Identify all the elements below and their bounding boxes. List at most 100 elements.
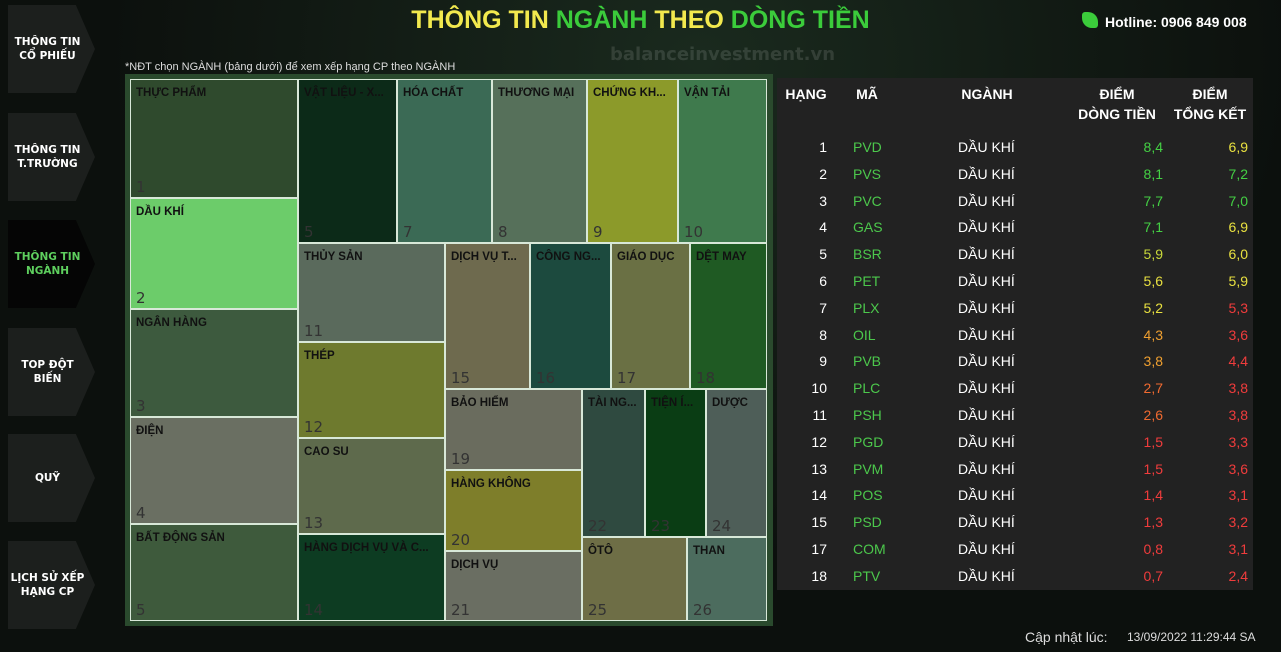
table-row[interactable]: 14 POS DẦU KHÍ 1,4 3,1 (777, 483, 1253, 510)
flow-score: 1,5 (1143, 460, 1163, 477)
treemap-tile[interactable]: BẢO HIỂM 19 (445, 389, 582, 470)
flow-score: 3,8 (1143, 353, 1163, 370)
table-row[interactable]: 13 PVM DẦU KHÍ 1,5 3,6 (777, 457, 1253, 484)
table-row[interactable]: 10 PLC DẦU KHÍ 2,7 3,8 (777, 376, 1253, 403)
tile-label: DỆT MAY (696, 251, 747, 263)
table-row[interactable]: 3 PVC DẦU KHÍ 7,7 7,0 (777, 189, 1253, 216)
treemap-tile[interactable]: NGÂN HÀNG 3 (130, 309, 298, 417)
column-header: ĐIỂM TỔNG KẾT (1167, 84, 1253, 124)
sector: DẦU KHÍ (958, 246, 1015, 263)
note: *NĐT chọn NGÀNH (bảng dưới) để xem xếp h… (125, 61, 456, 73)
treemap-tile[interactable]: TÀI NG... 22 (582, 389, 645, 537)
nav-button[interactable]: LỊCH SỬ XẾP HẠNG CP (8, 541, 95, 629)
title-part: NGÀNH (555, 6, 648, 34)
treemap-tile[interactable]: HÓA CHẤT 7 (397, 79, 492, 243)
table-row[interactable]: 15 PSD DẦU KHÍ 1,3 3,2 (777, 510, 1253, 537)
table-row[interactable]: 2 PVS DẦU KHÍ 8,1 7,2 (777, 162, 1253, 189)
tile-label: VẬT LIỆU - X... (304, 87, 384, 99)
flow-score: 1,3 (1143, 514, 1163, 531)
treemap-tile[interactable]: THAN 26 (687, 537, 767, 621)
table-row[interactable]: 6 PET DẦU KHÍ 5,6 5,9 (777, 269, 1253, 296)
ticker: GAS (853, 219, 883, 236)
nav-label: QUỸ (34, 472, 61, 484)
table-row[interactable]: 18 PTV DẦU KHÍ 0,7 2,4 (777, 564, 1253, 591)
ticker: PVD (853, 139, 882, 155)
rank: 3 (819, 192, 827, 209)
treemap-tile[interactable]: DẦU KHÍ 2 (130, 198, 298, 309)
nav-button[interactable]: QUỸ (8, 434, 95, 522)
sector: DẦU KHÍ (958, 219, 1015, 236)
flow-score: 5,2 (1143, 299, 1163, 316)
nav-button[interactable]: THÔNG TIN T.TRƯỜNG (8, 113, 95, 201)
treemap-tile[interactable]: GIÁO DỤC 17 (611, 243, 690, 389)
nav-label: BIẾN (33, 373, 62, 385)
treemap-tile[interactable]: TIỆN Í... 23 (645, 389, 706, 537)
total-score: 7,0 (1228, 192, 1248, 209)
ranking-table: HẠNG MÃ NGÀNH ĐIỂM DÒNG TIỀN ĐIỂM TỔNG KẾT 1 PVD… (777, 78, 1253, 590)
rank: 15 (811, 514, 827, 531)
nav-button[interactable]: THÔNG TIN CỔ PHIẾU (8, 5, 95, 93)
treemap-tile[interactable]: BẤT ĐỘNG SẢN 5 (130, 524, 298, 621)
watermark: balanceinvestment.vn (610, 44, 836, 65)
tile-rank: 15 (451, 369, 471, 387)
tile-label: TIỆN Í... (651, 397, 694, 409)
table-row[interactable]: 12 PGD DẦU KHÍ 1,5 3,3 (777, 430, 1253, 457)
table-row[interactable]: 4 GAS DẦU KHÍ 7,1 6,9 (777, 215, 1253, 242)
treemap-tile[interactable]: CÔNG NG... 16 (530, 243, 611, 389)
nav-label: HẠNG CP (20, 586, 75, 598)
table-row[interactable]: 5 BSR DẦU KHÍ 5,9 6,0 (777, 242, 1253, 269)
treemap-tile[interactable]: HÀNG DỊCH VỤ VÀ C... 14 (298, 534, 445, 621)
total-score: 3,6 (1228, 460, 1248, 477)
treemap-tile[interactable]: VẬT LIỆU - X... 5 (298, 79, 397, 243)
treemap-tile[interactable]: CHỨNG KH... 9 (587, 79, 678, 243)
table-row[interactable]: 17 COM DẦU KHÍ 0,8 3,1 (777, 537, 1253, 564)
treemap-tile[interactable]: DỆT MAY 18 (690, 243, 767, 389)
tile-label: HÀNG KHÔNG (451, 478, 531, 490)
treemap-tile[interactable]: THỰC PHẨM 1 (130, 79, 298, 198)
treemap-tile[interactable]: CAO SU 13 (298, 438, 445, 534)
header-line: TỔNG KẾT (1173, 106, 1247, 122)
treemap-tile[interactable]: THÉP 12 (298, 342, 445, 438)
tile-rank: 8 (498, 223, 508, 241)
table-row[interactable]: 1 PVD DẦU KHÍ 8,4 6,9 (777, 135, 1253, 162)
treemap-tile[interactable]: THỦY SẢN 11 (298, 243, 445, 342)
treemap-tile[interactable]: DỊCH VỤ T... 15 (445, 243, 530, 389)
title-part: THÔNG TIN (411, 6, 549, 34)
treemap-tile[interactable]: DỊCH VỤ 21 (445, 551, 582, 621)
table-row[interactable]: 8 OIL DẦU KHÍ 4,3 3,6 (777, 323, 1253, 350)
total-score: 4,4 (1228, 353, 1248, 370)
title-part: THEO (654, 6, 724, 34)
header-line: MÃ (856, 86, 878, 102)
total-score: 3,2 (1228, 514, 1248, 531)
tile-rank: 13 (304, 514, 324, 532)
tile-label: NGÂN HÀNG (136, 317, 207, 329)
treemap-tile[interactable]: ÔTÔ 25 (582, 537, 687, 621)
tile-rank: 14 (304, 601, 324, 619)
tile-label: HÓA CHẤT (403, 87, 464, 99)
tile-label: VẬN TẢI (684, 87, 730, 99)
tile-label: DỊCH VỤ (451, 559, 499, 571)
sector: DẦU KHÍ (958, 165, 1015, 182)
treemap-tile[interactable]: VẬN TẢI 10 (678, 79, 767, 243)
nav-label: THÔNG TIN (14, 144, 81, 156)
table-row[interactable]: 9 PVB DẦU KHÍ 3,8 4,4 (777, 349, 1253, 376)
tile-rank: 18 (696, 369, 716, 387)
treemap-tile[interactable]: HÀNG KHÔNG 20 (445, 470, 582, 551)
header-line: ĐIỂM (1192, 86, 1228, 102)
nav-button[interactable]: TOP ĐỘT BIẾN (8, 328, 95, 416)
column-header: ĐIỂM DÒNG TIỀN (1067, 84, 1167, 124)
treemap-tile[interactable]: DƯỢC 24 (706, 389, 767, 537)
nav-button[interactable]: THÔNG TIN NGÀNH (8, 220, 95, 308)
tile-rank: 17 (617, 369, 637, 387)
ticker: BSR (853, 246, 882, 263)
flow-score: 0,8 (1143, 541, 1163, 557)
table-row[interactable]: 7 PLX DẦU KHÍ 5,2 5,3 (777, 296, 1253, 323)
table-row[interactable]: 11 PSH DẦU KHÍ 2,6 3,8 (777, 403, 1253, 430)
total-score: 3,8 (1228, 380, 1248, 397)
header-line: DÒNG TIỀN (1078, 106, 1156, 122)
treemap-tile[interactable]: ĐIỆN 4 (130, 417, 298, 524)
tile-rank: 11 (304, 322, 324, 340)
treemap-tile[interactable]: THƯƠNG MẠI 8 (492, 79, 587, 243)
sector: DẦU KHÍ (958, 541, 1015, 557)
